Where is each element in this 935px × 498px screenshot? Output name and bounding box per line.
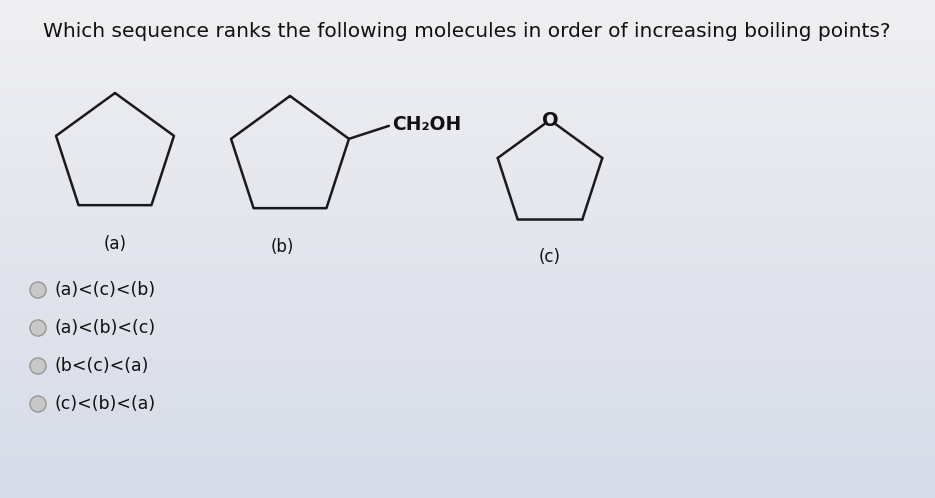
Text: (c)<(b)<(a): (c)<(b)<(a) bbox=[55, 395, 156, 413]
Circle shape bbox=[30, 358, 46, 374]
Text: CH₂OH: CH₂OH bbox=[392, 116, 461, 134]
Circle shape bbox=[30, 282, 46, 298]
Text: Which sequence ranks the following molecules in order of increasing boiling poin: Which sequence ranks the following molec… bbox=[43, 22, 891, 41]
Text: O: O bbox=[541, 111, 558, 129]
Text: (a): (a) bbox=[104, 235, 126, 253]
Text: (a)<(c)<(b): (a)<(c)<(b) bbox=[55, 281, 156, 299]
Text: (a)<(b)<(c): (a)<(b)<(c) bbox=[55, 319, 156, 337]
Circle shape bbox=[30, 396, 46, 412]
Text: (b<(c)<(a): (b<(c)<(a) bbox=[55, 357, 150, 375]
Text: (b): (b) bbox=[270, 238, 294, 256]
Circle shape bbox=[30, 320, 46, 336]
Text: (c): (c) bbox=[539, 248, 561, 266]
